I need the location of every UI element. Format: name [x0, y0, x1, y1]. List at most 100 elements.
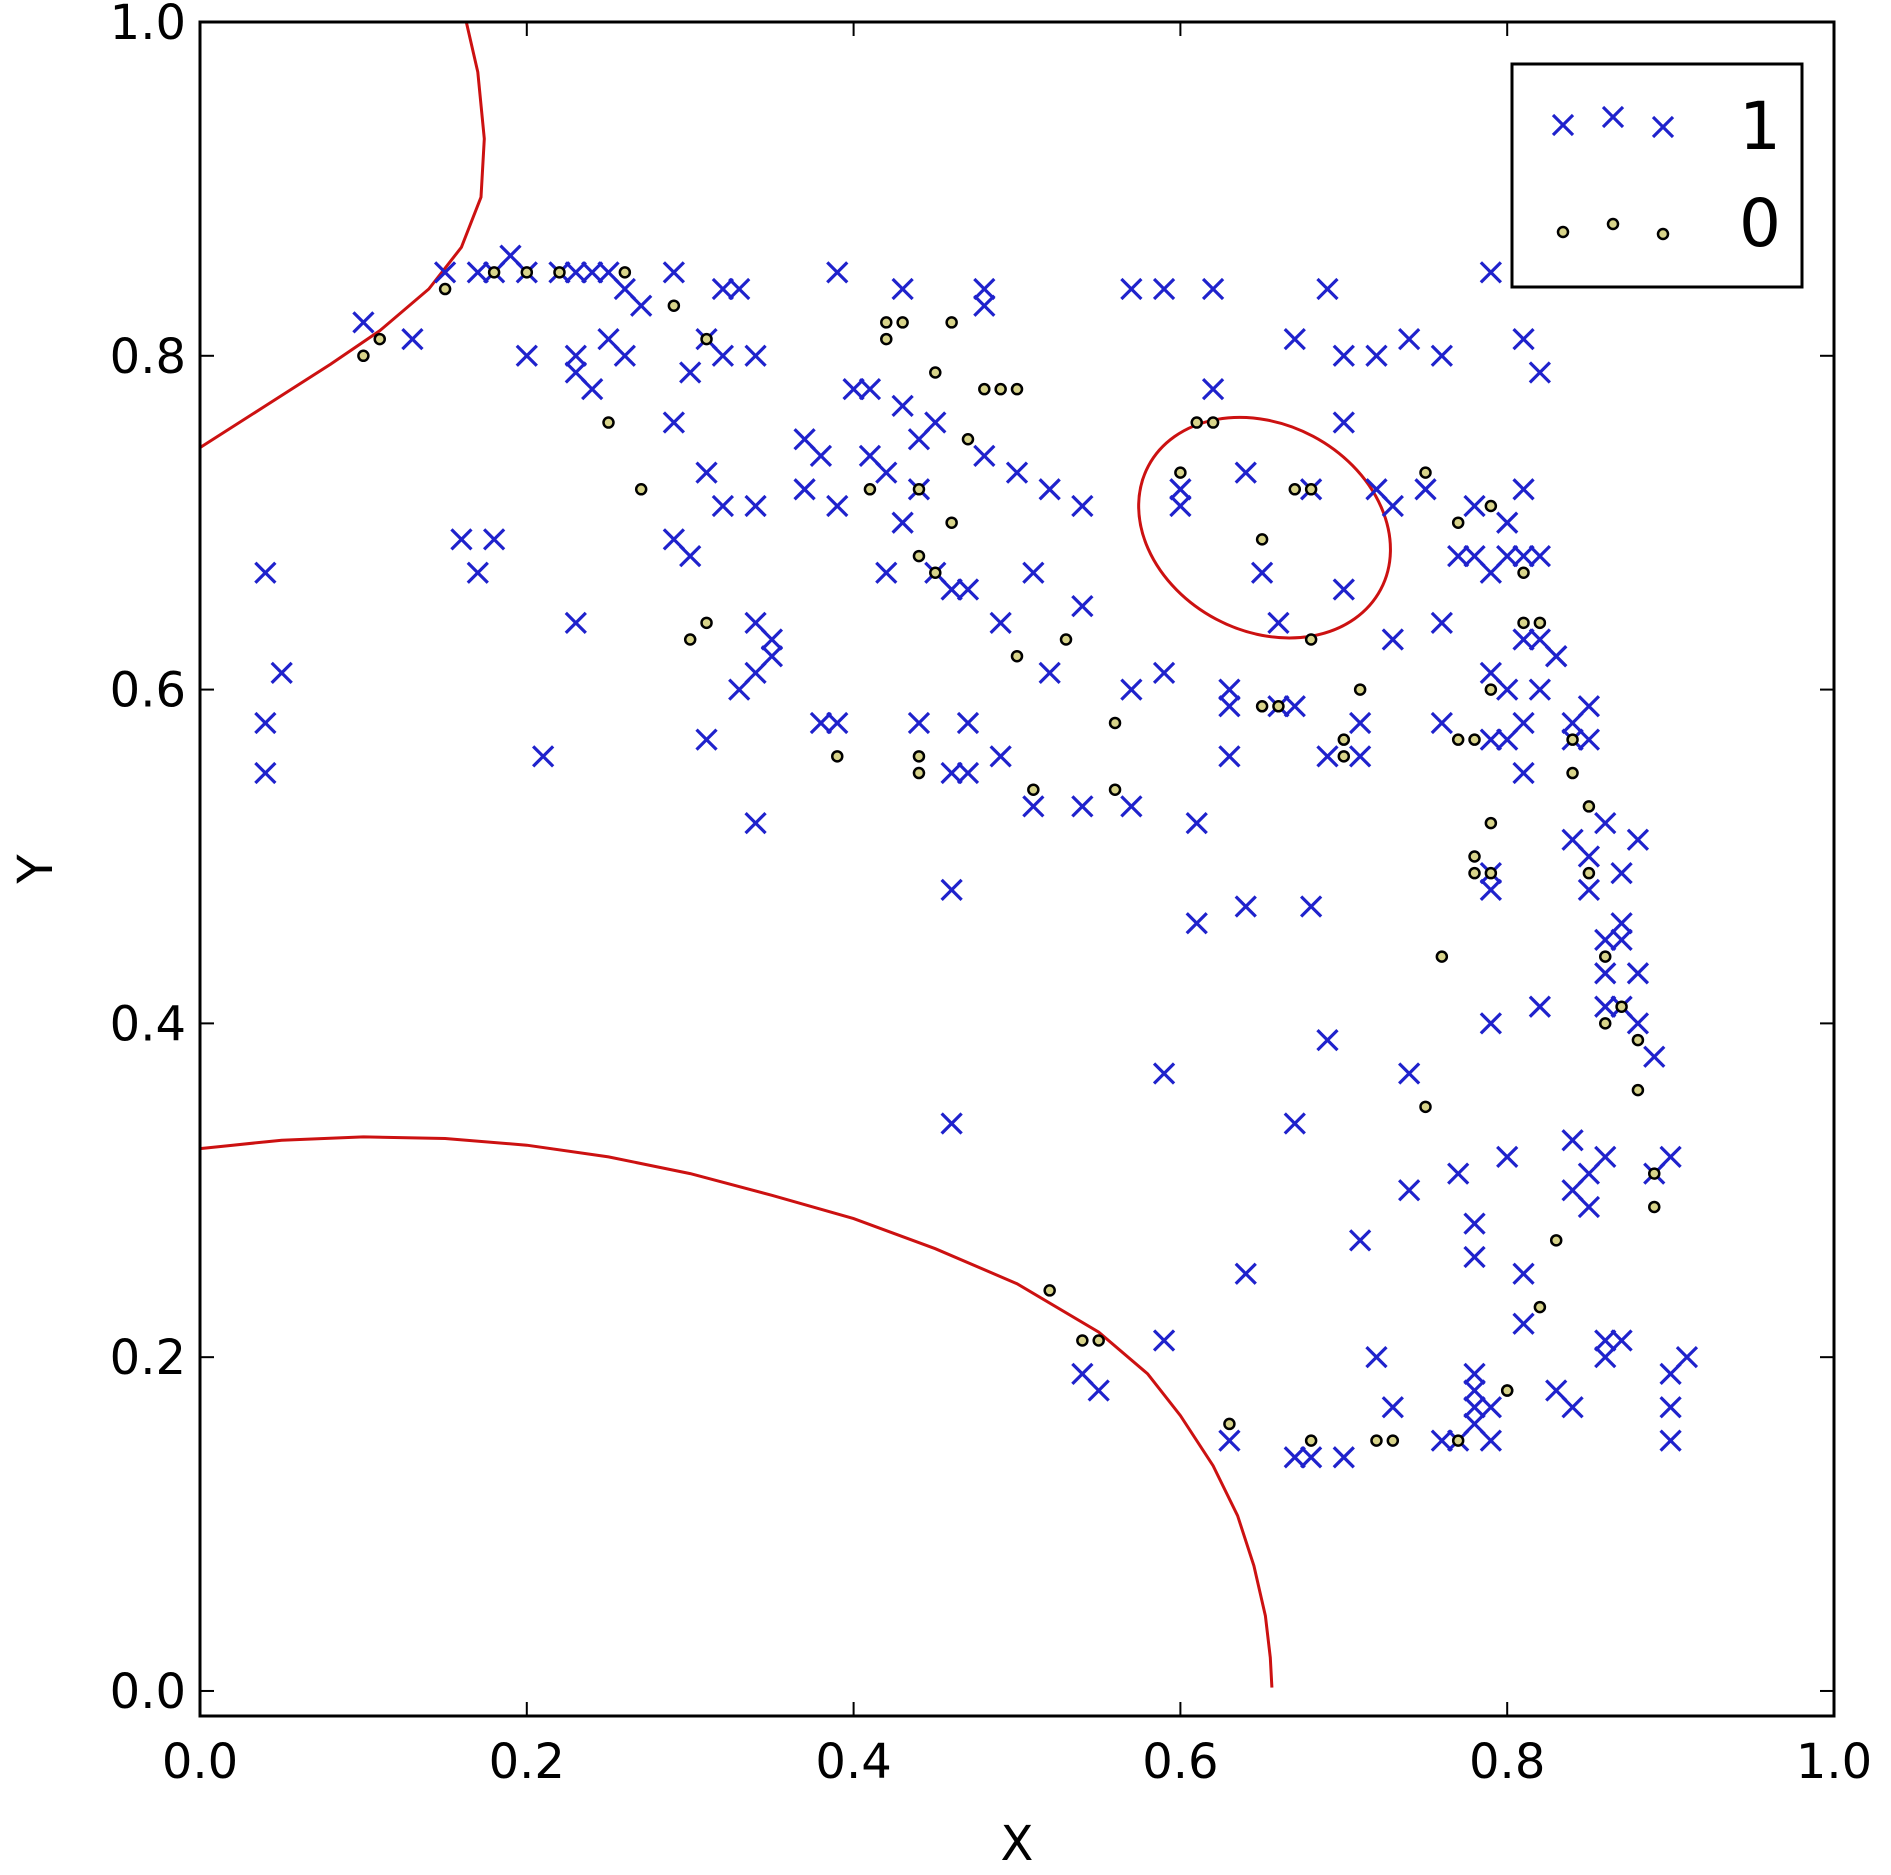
point-class-0 [912, 483, 926, 496]
point-class-1 [1398, 1062, 1421, 1085]
point-class-0 [1533, 1300, 1547, 1314]
point-class-1 [744, 494, 767, 518]
point-class-0 [1451, 516, 1465, 529]
point-class-1 [940, 1112, 963, 1135]
point-class-0 [1566, 733, 1579, 746]
point-class-1 [1120, 277, 1143, 301]
point-class-1 [1577, 695, 1601, 718]
point-class-1 [1218, 678, 1241, 701]
point-class-0 [1337, 733, 1351, 746]
point-class-1 [1626, 1012, 1650, 1035]
point-class-1 [1365, 1346, 1388, 1369]
point-class-0 [1435, 950, 1449, 963]
point-class-0 [1468, 850, 1481, 863]
point-class-1 [1299, 1446, 1323, 1469]
point-class-1 [613, 344, 636, 367]
point-class-1 [1528, 995, 1552, 1018]
point-class-0 [553, 266, 566, 279]
point-class-1 [1022, 795, 1045, 818]
point-class-1 [809, 444, 833, 468]
point-class-1 [842, 378, 865, 401]
point-class-1 [956, 711, 980, 735]
point-class-1 [1071, 494, 1094, 518]
point-class-1 [1250, 561, 1274, 584]
point-class-1 [858, 378, 882, 401]
point-class-0 [1631, 1083, 1645, 1097]
point-class-1 [1414, 478, 1437, 501]
point-class-0 [1255, 700, 1269, 713]
point-class-1 [1120, 795, 1143, 818]
point-class-1 [1463, 1245, 1486, 1269]
point-class-0 [1582, 800, 1596, 813]
legend-box [1510, 62, 1804, 289]
point-class-0 [1337, 750, 1351, 763]
point-class-1 [1626, 828, 1650, 851]
point-class-0 [1484, 499, 1498, 513]
point-class-0 [1108, 783, 1122, 796]
point-class-1 [1626, 962, 1650, 985]
point-class-0 [1206, 416, 1220, 429]
point-class-0 [1419, 1100, 1432, 1114]
series-0 [357, 266, 1661, 1447]
point-class-1 [466, 261, 489, 284]
point-class-0 [1582, 866, 1596, 880]
point-class-1 [1234, 461, 1257, 484]
point-class-1 [1463, 1362, 1486, 1385]
point-class-0 [961, 432, 975, 446]
legend-marker-1 [1551, 113, 1575, 137]
point-class-0 [357, 349, 370, 363]
y-axis-label: Y [8, 854, 64, 885]
point-class-0 [1190, 416, 1203, 429]
point-class-1 [956, 578, 980, 601]
point-class-1 [564, 611, 587, 634]
point-class-1 [433, 261, 457, 284]
point-class-0 [880, 316, 893, 329]
point-class-1 [1512, 478, 1535, 501]
point-class-0 [618, 266, 632, 279]
point-class-1 [1577, 1195, 1601, 1219]
point-class-1 [826, 711, 849, 735]
legend-marker-0 [1606, 217, 1620, 231]
point-class-1 [1381, 1396, 1404, 1419]
point-class-1 [1479, 878, 1502, 901]
point-class-1 [564, 261, 587, 284]
point-class-1 [1594, 995, 1617, 1018]
point-class-1 [1038, 661, 1061, 685]
point-class-1 [973, 294, 996, 317]
point-class-1 [1447, 544, 1470, 568]
point-class-1 [482, 528, 506, 551]
point-class-1 [1349, 1229, 1372, 1252]
boundary-upper-left-curve [199, 21, 486, 449]
point-class-0 [863, 483, 877, 496]
point-class-1 [401, 327, 424, 351]
point-class-1 [1299, 895, 1323, 918]
point-class-0 [912, 750, 926, 763]
point-class-0 [1451, 1434, 1465, 1447]
point-class-1 [1643, 1045, 1666, 1068]
point-class-1 [1512, 544, 1535, 568]
point-class-0 [1370, 1434, 1383, 1447]
point-class-1 [1152, 661, 1176, 685]
point-class-1 [1169, 494, 1192, 518]
point-class-0 [700, 616, 713, 630]
point-class-1 [1071, 795, 1094, 818]
point-class-0 [1533, 616, 1547, 630]
point-class-1 [1087, 1379, 1110, 1402]
point-class-1 [254, 761, 277, 785]
point-class-1 [989, 611, 1012, 634]
point-class-1 [679, 361, 702, 384]
point-class-0 [912, 549, 926, 563]
point-class-0 [667, 299, 681, 312]
point-class-0 [1468, 733, 1481, 746]
legend-marker-0 [1656, 227, 1670, 241]
y-tick-label: 1.0 [110, 0, 186, 51]
point-class-1 [254, 711, 277, 735]
point-class-1 [1528, 678, 1552, 701]
point-class-1 [760, 628, 784, 651]
point-class-0 [1092, 1334, 1105, 1347]
point-class-0 [1598, 950, 1612, 963]
point-class-1 [1528, 361, 1552, 384]
point-class-1 [1218, 1429, 1241, 1452]
plot-area-frame [198, 20, 1836, 1718]
